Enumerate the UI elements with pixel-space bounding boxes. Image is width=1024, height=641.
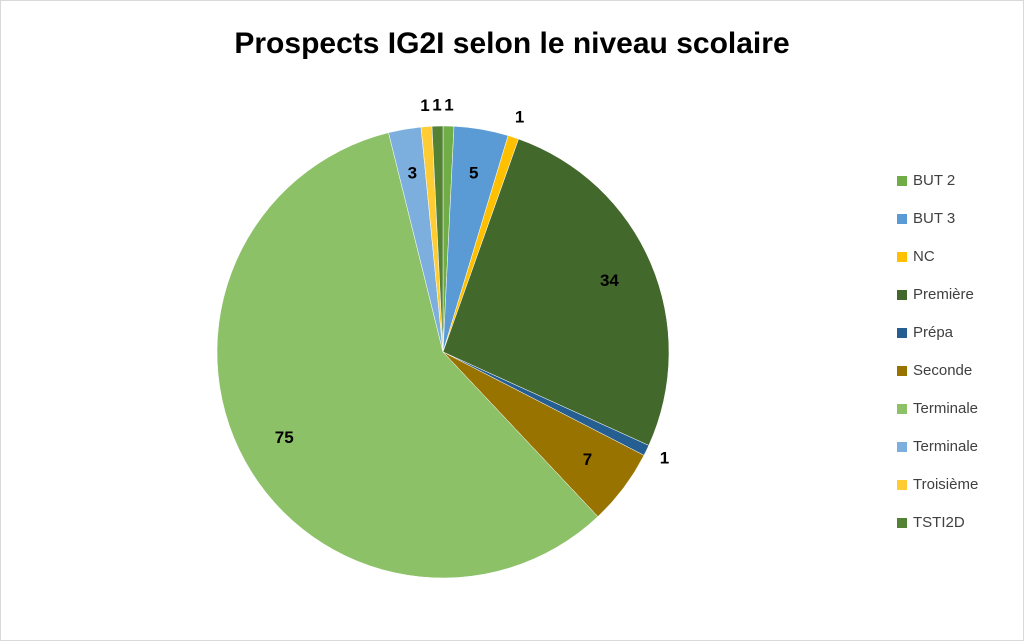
legend-swatch xyxy=(897,480,907,490)
legend-swatch xyxy=(897,518,907,528)
legend-label: NC xyxy=(913,248,935,265)
legend-label: Prépa xyxy=(913,324,954,341)
legend-label: Troisième xyxy=(913,476,978,493)
data-label: 5 xyxy=(469,163,478,182)
legend-label: Seconde xyxy=(913,362,972,379)
data-label: 1 xyxy=(420,96,429,115)
legend-swatch xyxy=(897,214,907,224)
legend-label: Première xyxy=(913,286,974,303)
legend-label: TSTI2D xyxy=(913,514,965,531)
pie-slice xyxy=(431,125,444,353)
data-label: 7 xyxy=(583,450,592,469)
pie-slice xyxy=(216,132,599,579)
legend-swatch xyxy=(897,404,907,414)
legend-label: Terminale xyxy=(913,400,978,417)
legend-swatch xyxy=(897,252,907,262)
data-label: 1 xyxy=(515,108,524,127)
data-label: 34 xyxy=(600,271,619,290)
data-label: 3 xyxy=(408,163,417,182)
legend-label: BUT 3 xyxy=(913,210,955,227)
legend-swatch xyxy=(897,290,907,300)
data-label: 1 xyxy=(432,96,441,115)
legend-label: BUT 2 xyxy=(913,172,955,189)
data-label: 75 xyxy=(275,428,294,447)
legend-swatch xyxy=(897,328,907,338)
legend-swatch xyxy=(897,366,907,376)
data-label: 1 xyxy=(444,96,453,115)
legend-label: Terminale xyxy=(913,438,978,455)
legend-swatch xyxy=(897,176,907,186)
legend-swatch xyxy=(897,442,907,452)
pie-slice xyxy=(442,138,670,446)
data-label: 1 xyxy=(660,449,669,468)
chart-title: Prospects IG2I selon le niveau scolaire xyxy=(234,27,789,60)
